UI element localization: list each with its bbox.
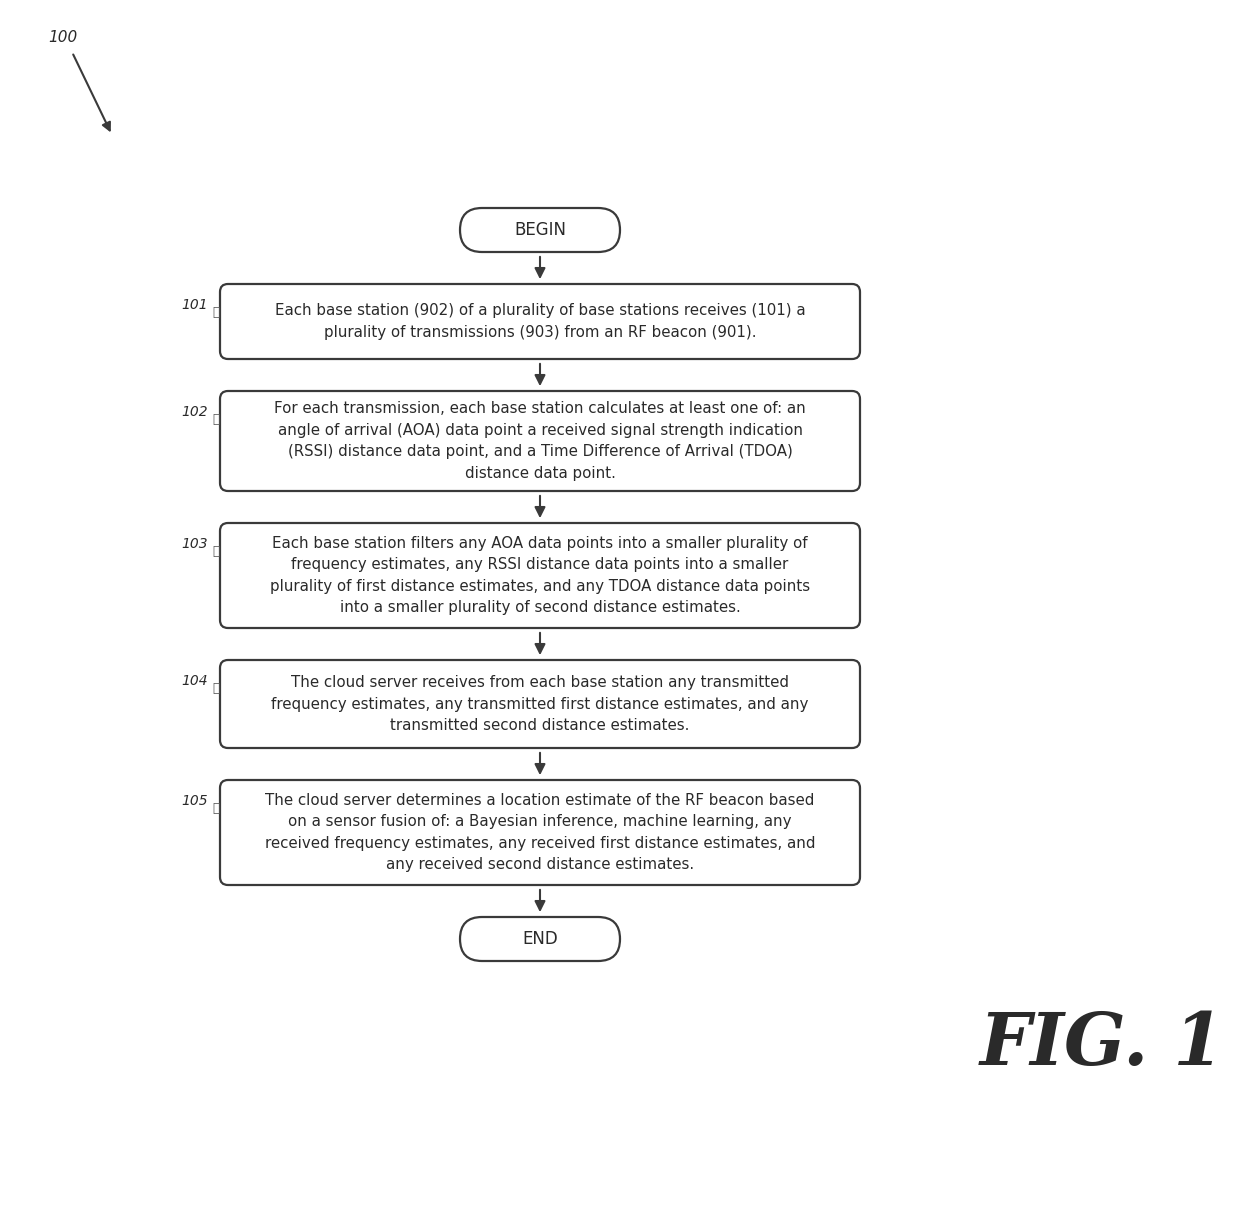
FancyBboxPatch shape	[460, 917, 620, 961]
Text: 103: 103	[181, 537, 208, 551]
Text: END: END	[522, 930, 558, 947]
FancyBboxPatch shape	[219, 659, 861, 748]
Text: ⌣: ⌣	[212, 413, 219, 426]
FancyBboxPatch shape	[219, 391, 861, 491]
Text: ⌣: ⌣	[212, 802, 219, 816]
FancyBboxPatch shape	[219, 284, 861, 359]
Text: 102: 102	[181, 405, 208, 419]
Text: ⌣: ⌣	[212, 306, 219, 319]
Text: 100: 100	[48, 30, 77, 45]
Text: ⌣: ⌣	[212, 544, 219, 558]
Text: BEGIN: BEGIN	[515, 221, 565, 240]
Text: ⌣: ⌣	[212, 682, 219, 695]
Text: For each transmission, each base station calculates at least one of: an
angle of: For each transmission, each base station…	[274, 401, 806, 480]
Text: The cloud server determines a location estimate of the RF beacon based
on a sens: The cloud server determines a location e…	[265, 793, 815, 872]
Text: FIG. 1: FIG. 1	[980, 1009, 1225, 1081]
Text: 105: 105	[181, 794, 208, 808]
Text: 101: 101	[181, 298, 208, 312]
FancyBboxPatch shape	[219, 523, 861, 628]
Text: The cloud server receives from each base station any transmitted
frequency estim: The cloud server receives from each base…	[272, 675, 808, 733]
Text: 104: 104	[181, 674, 208, 688]
FancyBboxPatch shape	[460, 208, 620, 252]
Text: Each base station filters any AOA data points into a smaller plurality of
freque: Each base station filters any AOA data p…	[270, 536, 810, 616]
Text: Each base station (902) of a plurality of base stations receives (101) a
plurali: Each base station (902) of a plurality o…	[275, 304, 805, 340]
FancyBboxPatch shape	[219, 780, 861, 885]
